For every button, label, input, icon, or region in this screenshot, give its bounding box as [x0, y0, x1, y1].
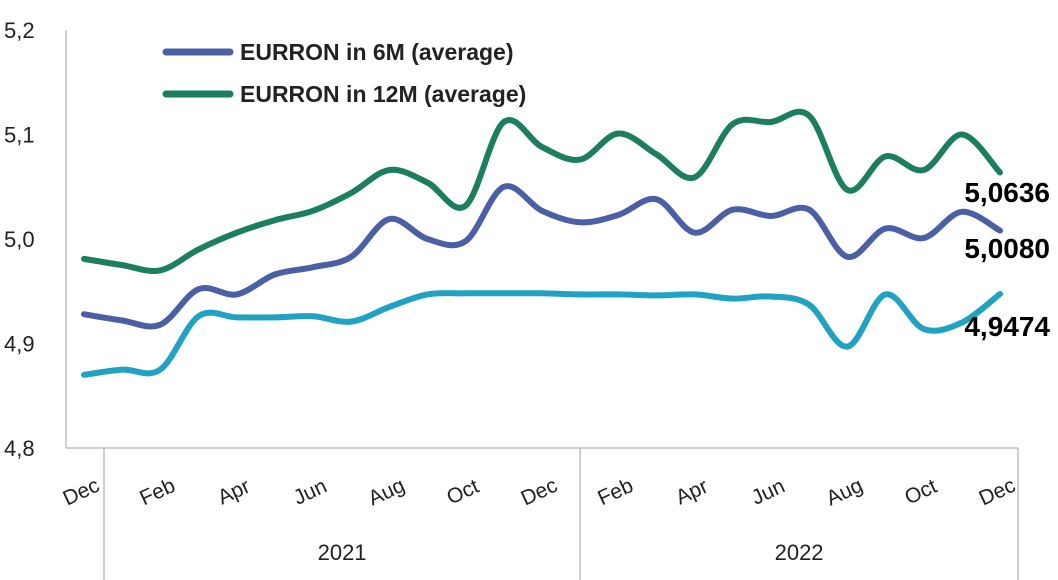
year-label: 2022 [775, 540, 824, 565]
chart-labels: 5,0636 5,0080 4,9474 [964, 177, 1050, 342]
chart-legend: EURRON in 6M (average) EURRON in 12M (ave… [162, 39, 526, 107]
data-label: 5,0080 [964, 233, 1050, 264]
x-tick-label: Feb [136, 474, 179, 510]
x-tick-label: Jun [748, 475, 788, 510]
legend-label: EURRON in 6M (average) [240, 39, 514, 65]
y-tick-label: 5,0 [4, 227, 35, 252]
chart-series [81, 108, 1003, 378]
data-label: 4,9474 [964, 311, 1050, 342]
y-tick-label: 4,8 [4, 436, 35, 461]
series-line [81, 108, 1003, 274]
x-tick-label: Aug [823, 474, 867, 511]
legend-label: EURRON in 12M (average) [240, 81, 526, 107]
x-tick-label: Oct [443, 475, 482, 510]
x-tick-label: Oct [901, 475, 940, 510]
x-tick-label: Dec [59, 474, 103, 511]
y-tick-label: 5,2 [4, 18, 35, 43]
series-line [81, 290, 1003, 378]
series-line [81, 183, 1003, 330]
x-tick-label: Apr [214, 475, 253, 510]
y-tick-label: 5,1 [4, 123, 35, 148]
x-tick-label: Dec [975, 474, 1019, 511]
data-label: 5,0636 [964, 177, 1050, 208]
x-tick-label: Feb [594, 474, 637, 510]
x-tick-label: Jun [290, 475, 330, 510]
x-tick-label: Aug [365, 474, 409, 511]
x-tick-label: Dec [517, 474, 561, 511]
y-tick-label: 4,9 [4, 332, 35, 357]
year-label: 2021 [318, 540, 367, 565]
x-tick-label: Apr [672, 475, 711, 510]
